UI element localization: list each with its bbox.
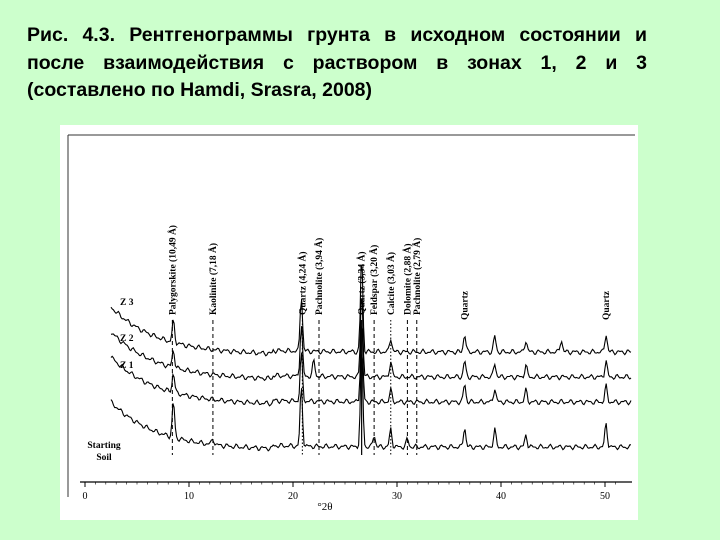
series-label: Z 3: [120, 298, 134, 308]
phase-annotation-label: Pachnolite (2,79 Å): [411, 238, 423, 315]
series-label: Z 2: [120, 334, 134, 344]
phase-annotation-label: Kaolinite (7,18 Å): [207, 243, 219, 315]
diffraction-pattern-1: [110, 298, 632, 382]
x-tick-label: 0: [83, 491, 88, 502]
phase-annotation-label: Dolomite (2,88 Å): [401, 244, 413, 316]
x-axis-label: °2θ: [317, 501, 332, 513]
axis-layer: 0 10 20 30 40 50: [67, 134, 635, 502]
series-label: Z 1: [120, 361, 134, 371]
x-tick-label: 30: [392, 491, 402, 502]
x-tick-label: 50: [600, 491, 610, 502]
phase-annotation-label: Quartz: [602, 290, 612, 320]
diffraction-pattern-3: [110, 354, 631, 452]
diffraction-pattern-0: [110, 264, 632, 357]
slide-title: Рис. 4.3. Рентгенограммы грунта в исходн…: [27, 24, 647, 101]
phase-annotation-label: Pachnolite (3,94 Å): [313, 238, 325, 315]
series-label: Soil: [96, 453, 112, 463]
phase-annotation-label: Quartz (3,34 Å): [356, 251, 368, 315]
phase-annotation-label: Feldspar (3,20 Å): [368, 245, 380, 315]
phase-annotation-label: Calcite (3,03 Å): [385, 252, 397, 315]
series-layer: Z 3 Z 2 Z 1 Starting Soil: [87, 264, 632, 463]
x-tick-label: 10: [184, 491, 194, 502]
phase-annotation-label: Palygorskite (10,49 Å): [166, 225, 178, 315]
phase-annotation-label: Quartz (4,24 Å): [296, 251, 308, 315]
x-tick-label: 20: [288, 491, 298, 502]
phase-annotation-label: Quartz: [461, 290, 471, 320]
xrd-figure: 0 10 20 30 40 50 Palygorskite (10,49 Å) Kaolin…: [60, 125, 638, 520]
series-label: Starting: [87, 441, 121, 451]
annotation-layer: Palygorskite (10,49 Å) Kaolinite (7,18 Å)…: [166, 225, 612, 455]
xrd-chart: 0 10 20 30 40 50 Palygorskite (10,49 Å) Kaolin…: [67, 134, 635, 513]
x-tick-label: 40: [496, 491, 506, 502]
diffraction-pattern-2: [110, 326, 632, 407]
